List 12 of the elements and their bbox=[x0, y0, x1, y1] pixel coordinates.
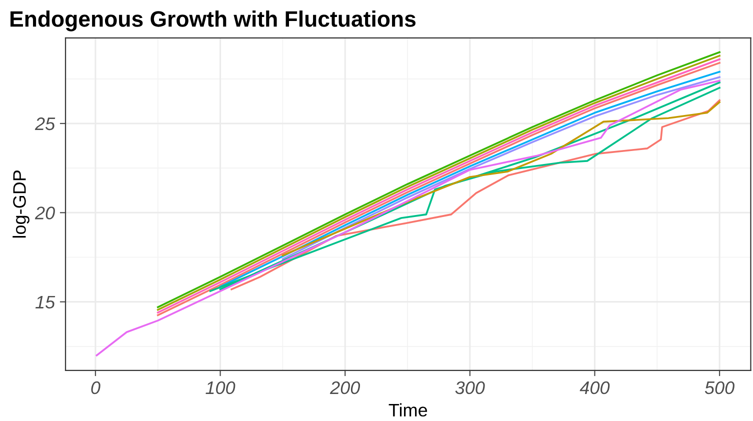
x-tick-label: 100 bbox=[206, 381, 236, 394]
x-tick-label: 0 bbox=[91, 381, 100, 394]
y-tick-label: 15 bbox=[35, 296, 56, 309]
y-axis-title: log-GDP bbox=[12, 170, 30, 238]
x-tick-label: 500 bbox=[704, 381, 734, 394]
chart-title: Endogenous Growth with Fluctuations bbox=[10, 10, 416, 32]
x-tick-label: 300 bbox=[455, 381, 485, 394]
x-tick-label: 400 bbox=[580, 381, 610, 394]
y-tick-label: 25 bbox=[34, 117, 56, 130]
x-axis-title: Time bbox=[388, 403, 428, 417]
x-tick-label: 200 bbox=[330, 381, 360, 394]
y-tick-label: 20 bbox=[34, 206, 55, 220]
